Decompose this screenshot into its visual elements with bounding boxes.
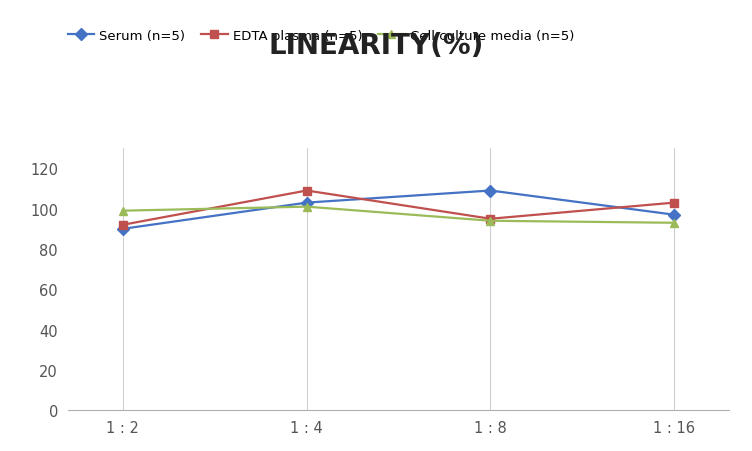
- EDTA plasma (n=5): [486, 216, 495, 222]
- Serum (n=5): [670, 212, 679, 218]
- Serum (n=5): [486, 189, 495, 194]
- Cell culture media (n=5): [486, 219, 495, 224]
- Legend: Serum (n=5), EDTA plasma (n=5), Cell culture media (n=5): Serum (n=5), EDTA plasma (n=5), Cell cul…: [68, 30, 575, 43]
- Line: EDTA plasma (n=5): EDTA plasma (n=5): [119, 187, 678, 230]
- Cell culture media (n=5): [118, 208, 127, 214]
- EDTA plasma (n=5): [118, 223, 127, 228]
- Line: Serum (n=5): Serum (n=5): [119, 187, 678, 234]
- EDTA plasma (n=5): [670, 200, 679, 206]
- Text: LINEARITY(%): LINEARITY(%): [268, 32, 484, 60]
- EDTA plasma (n=5): [302, 189, 311, 194]
- Line: Cell culture media (n=5): Cell culture media (n=5): [119, 203, 678, 227]
- Cell culture media (n=5): [302, 204, 311, 210]
- Serum (n=5): [302, 200, 311, 206]
- Serum (n=5): [118, 226, 127, 232]
- Cell culture media (n=5): [670, 221, 679, 226]
